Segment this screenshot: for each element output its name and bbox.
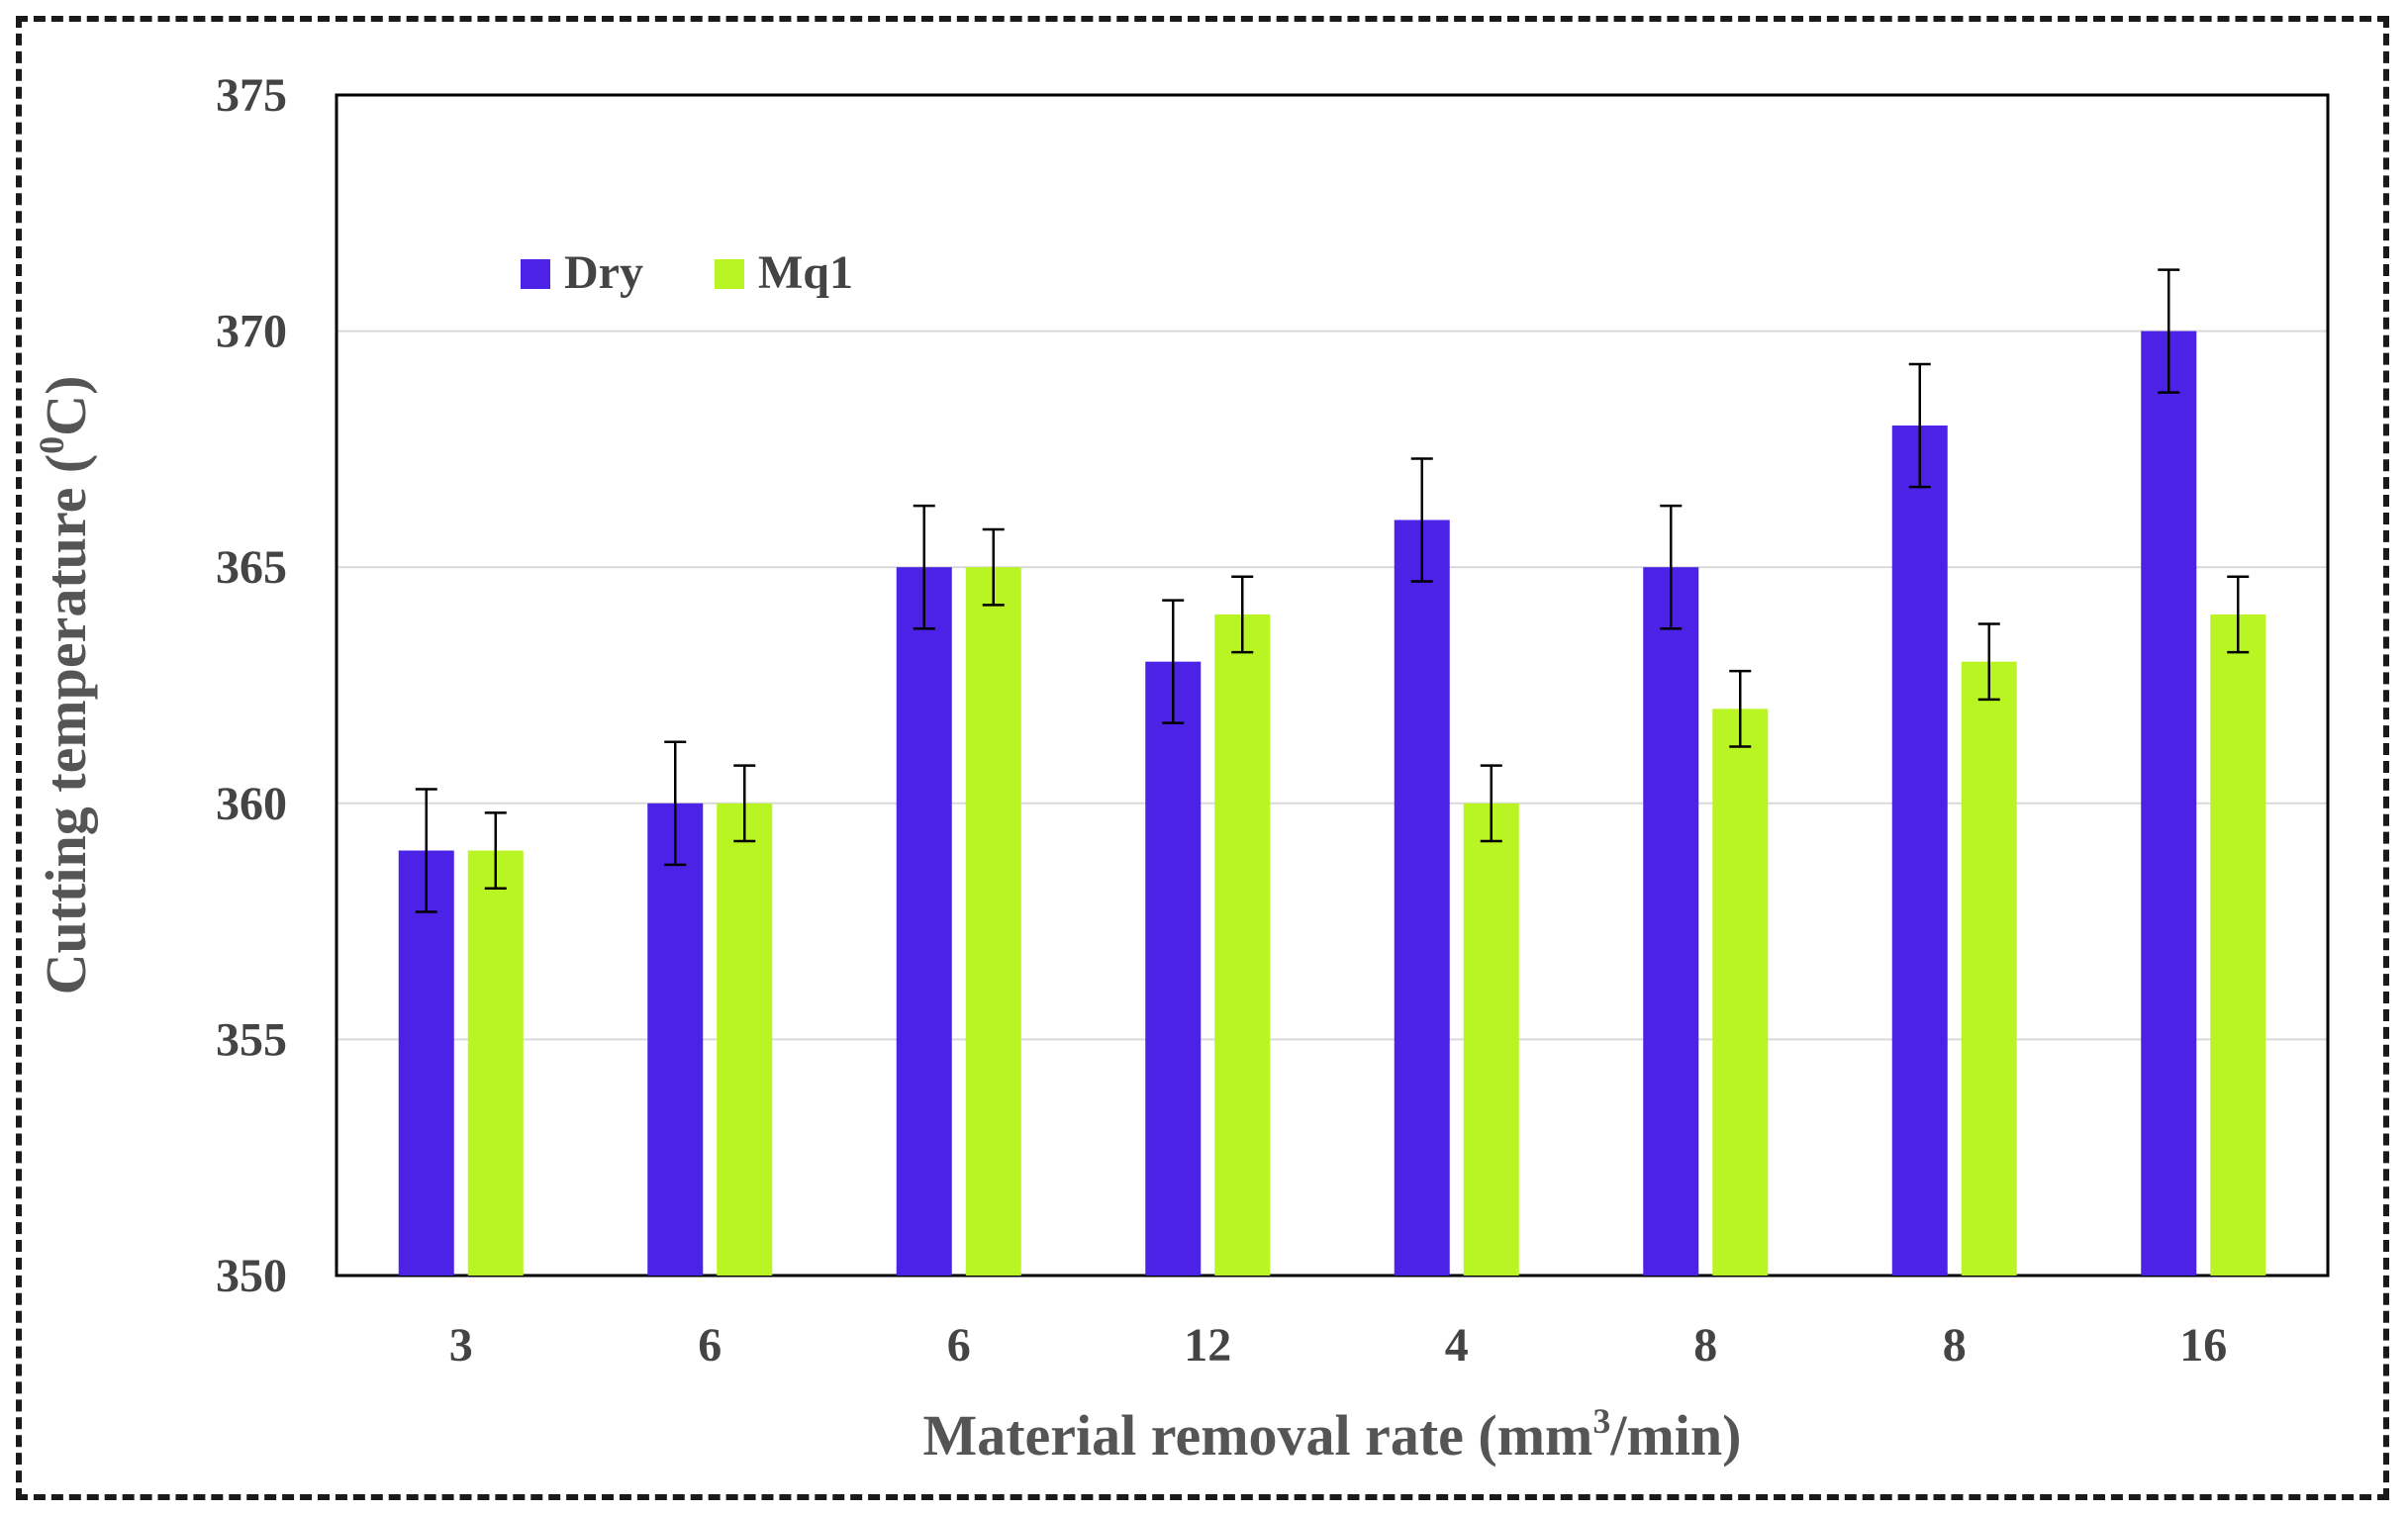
legend: Dry Mq1	[521, 246, 853, 299]
legend-swatch-mq1	[715, 259, 744, 289]
x-tick-label: 8	[1693, 1319, 1717, 1372]
x-tick-label: 12	[1184, 1319, 1231, 1372]
bar-mq1	[1463, 803, 1519, 1276]
x-tick-label: 3	[449, 1319, 473, 1372]
bar-dry	[1145, 661, 1202, 1276]
y-tick-label: 360	[216, 778, 287, 830]
legend-swatch-dry	[521, 259, 550, 289]
y-tick-label: 355	[216, 1013, 287, 1066]
bar-mq1	[2210, 614, 2266, 1276]
bar-mq1	[1712, 709, 1769, 1276]
y-axis-title-sup: 0	[32, 436, 71, 454]
bar-dry	[1643, 567, 1699, 1276]
legend-label-mq1: Mq1	[758, 246, 853, 299]
x-tick-label: 6	[698, 1319, 722, 1372]
grid-lines	[337, 330, 2328, 1041]
y-tick-labels: 350 355 360 365 370 375	[216, 69, 287, 1302]
x-tick-label: 4	[1445, 1319, 1469, 1372]
bar-dry	[647, 803, 704, 1276]
y-tick-label: 375	[216, 69, 287, 122]
bar-dry	[896, 567, 952, 1276]
plot-area-border	[335, 93, 2330, 1278]
y-tick-label: 365	[216, 541, 287, 594]
bar-dry	[398, 850, 454, 1276]
x-axis-title-main: Material removal rate (mm	[922, 1403, 1592, 1468]
legend-label-dry: Dry	[564, 246, 643, 299]
bar-mq1	[1214, 614, 1271, 1276]
y-tick-label: 370	[216, 306, 287, 358]
bar-mq1	[1961, 661, 2017, 1276]
x-axis-title: Material removal rate (mm3/min)	[922, 1401, 1741, 1468]
bar-mq1	[467, 850, 524, 1276]
bar-mq1	[717, 803, 773, 1276]
x-axis-title-sup: 3	[1592, 1401, 1610, 1441]
y-axis-title-tail: C)	[34, 376, 98, 436]
x-axis-title-tail: /min)	[1609, 1403, 1741, 1468]
y-tick-label: 350	[216, 1250, 287, 1302]
x-tick-label: 8	[1943, 1319, 1967, 1372]
x-tick-labels: 3 6 6 12 4 8 8 16	[449, 1319, 2228, 1372]
x-tick-label: 6	[947, 1319, 971, 1372]
dashed-frame	[16, 16, 2389, 1500]
bar-mq1	[965, 567, 1021, 1276]
bar-dry	[1891, 426, 1948, 1276]
y-axis-title-main: Cutting temperature (	[34, 454, 98, 995]
y-axis-title: Cutting temperature (0C)	[32, 376, 98, 995]
error-bars	[415, 268, 2250, 913]
bar-dry	[1394, 520, 1450, 1276]
x-tick-label: 16	[2179, 1319, 2227, 1372]
bar-dry	[2141, 331, 2197, 1277]
bars	[398, 331, 2266, 1277]
